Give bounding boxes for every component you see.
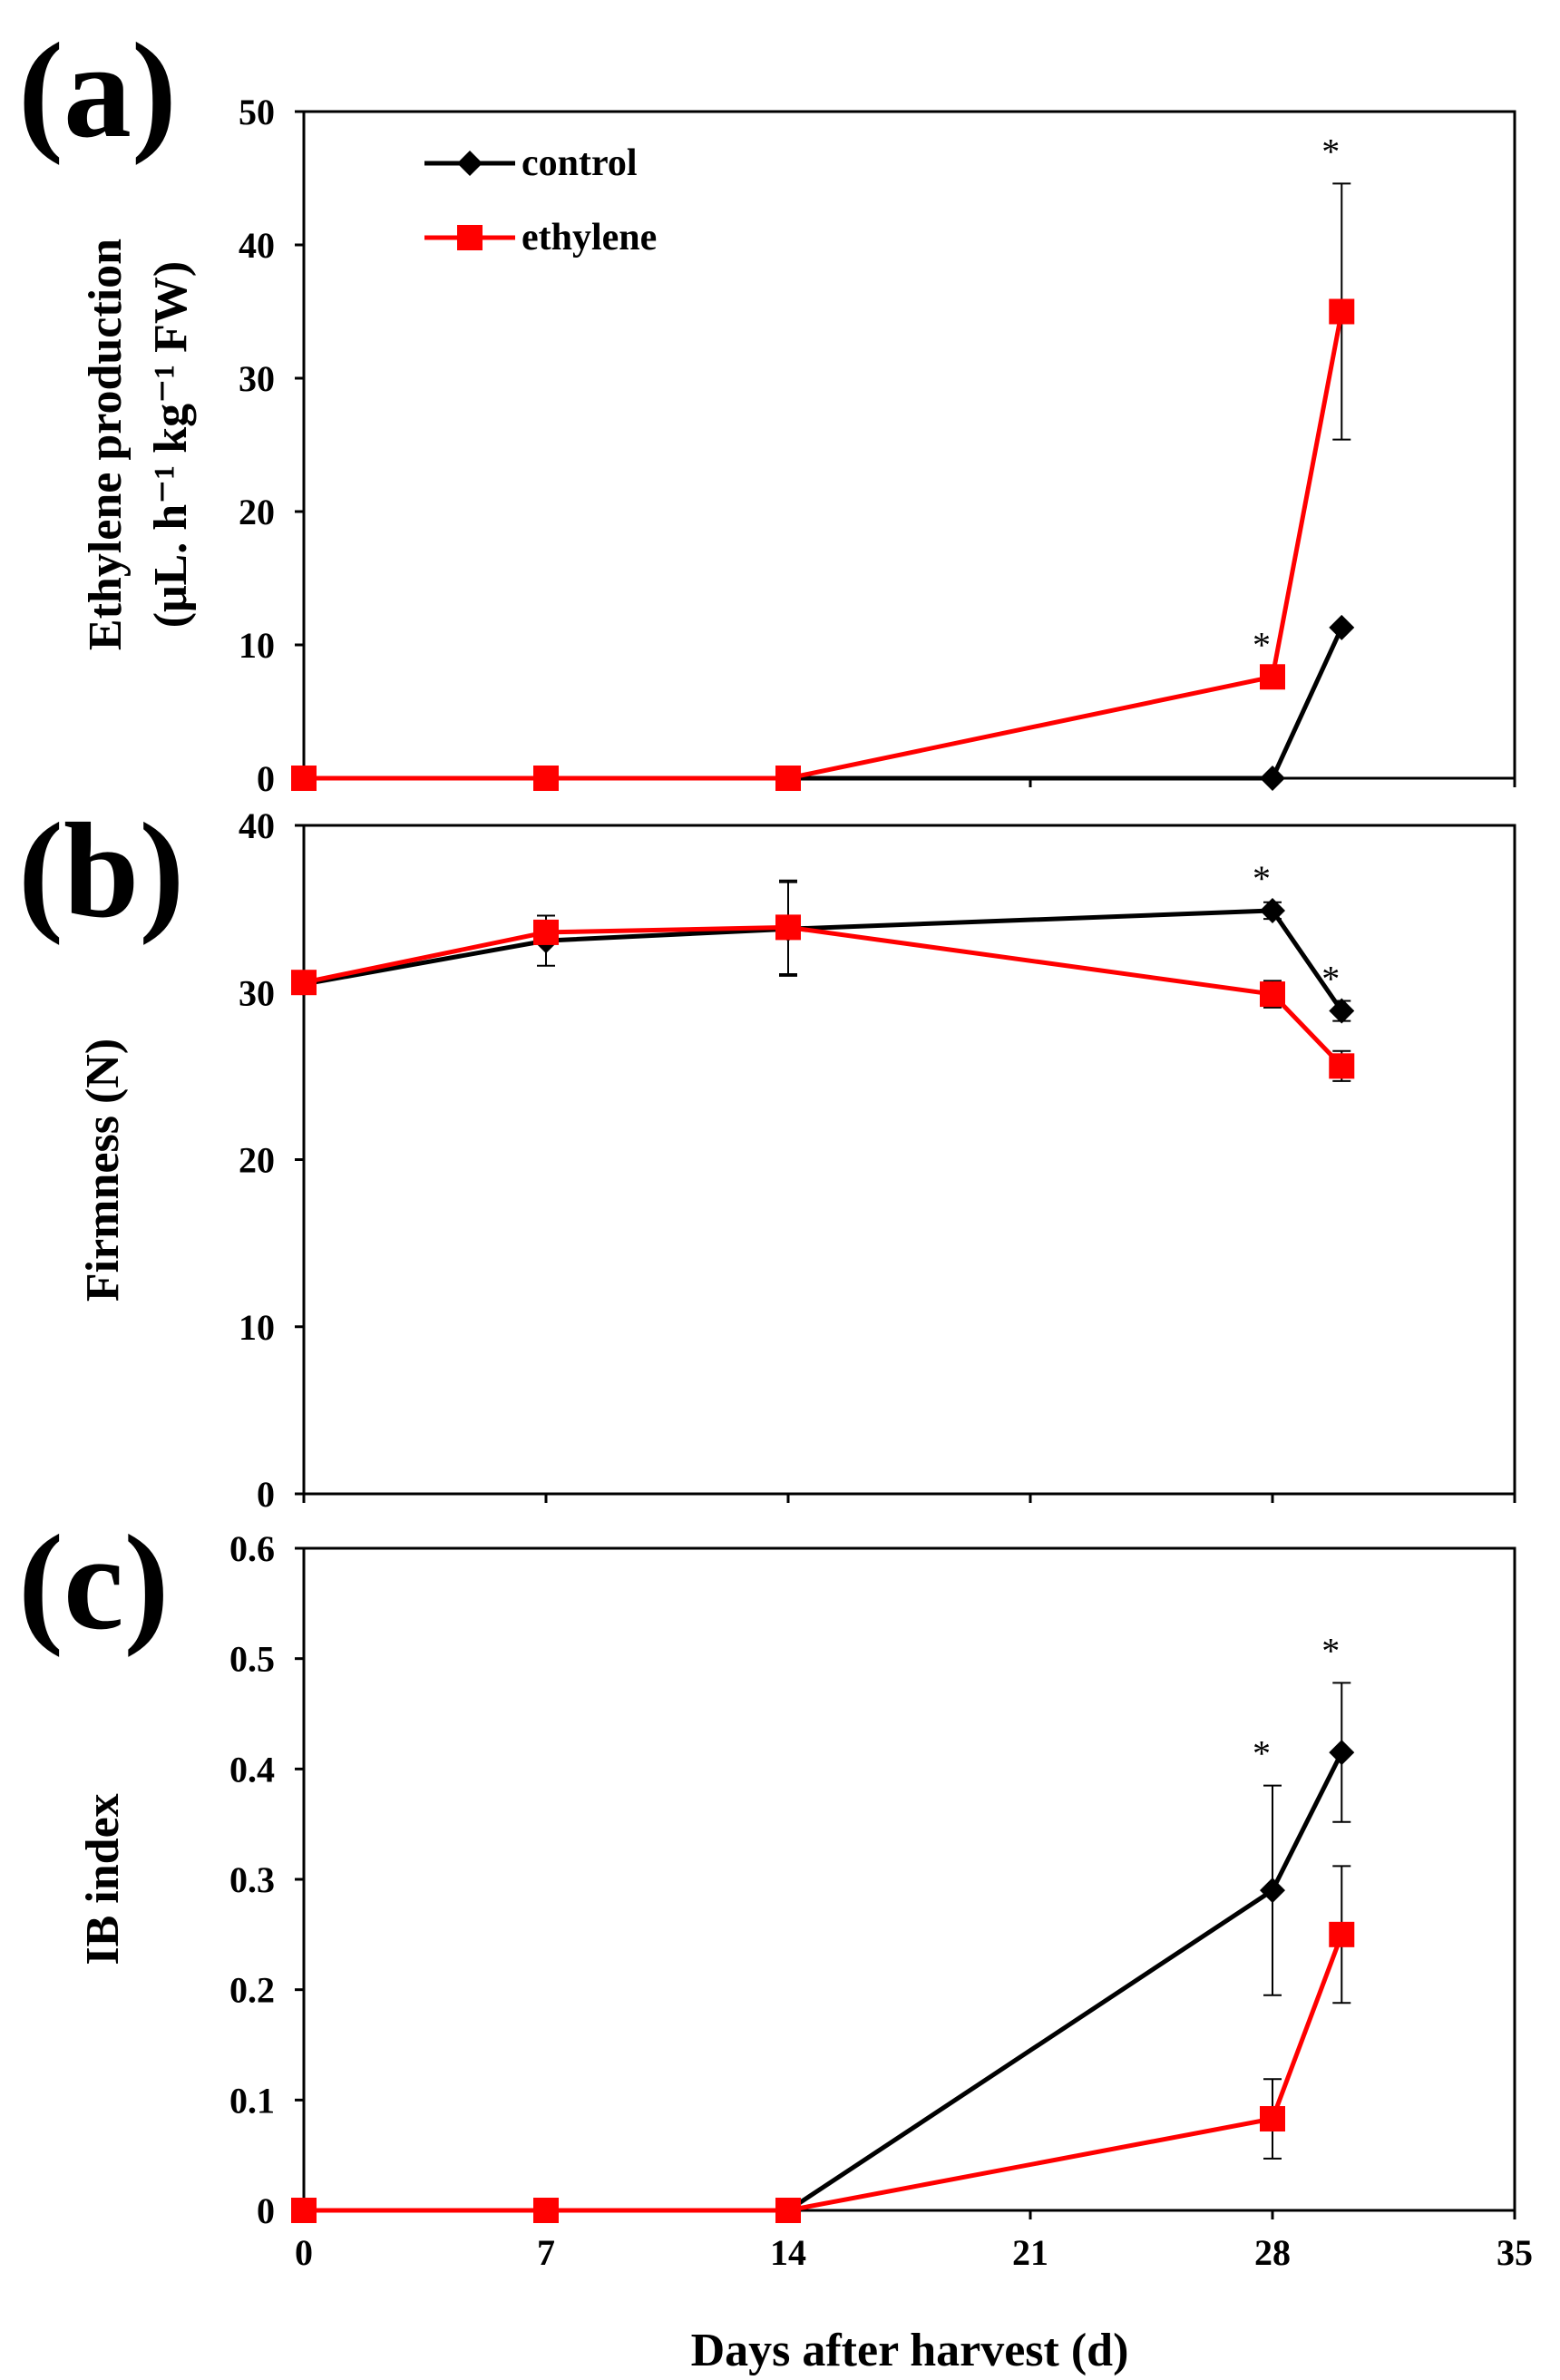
y-tick-label: 30: [239, 358, 275, 399]
x-tick-label: 28: [1254, 2232, 1291, 2273]
ethylene-point: [1329, 1921, 1355, 1947]
y-tick-label: 0.3: [229, 1859, 275, 1900]
ethylene-series-line: [303, 924, 1344, 1068]
control-point: [1329, 614, 1355, 640]
control-series-line: [304, 1751, 1344, 2213]
ethylene-series-line: [304, 311, 1344, 781]
legend: control ethylene: [424, 142, 657, 258]
ethylene-point: [533, 919, 559, 945]
ethylene-point: [1329, 1053, 1355, 1079]
ethylene-point: [775, 914, 801, 941]
ethylene-point: [533, 766, 559, 791]
panel-c-xticklabels: 0 7 14 21 28 35: [295, 2232, 1533, 2273]
x-tick-label: 0: [295, 2232, 313, 2273]
panel-c-letter: (c): [18, 1507, 169, 1658]
legend-ethylene-marker: [457, 225, 483, 250]
panel-b-yticklabels: 0 10 20 30 40: [239, 805, 275, 1515]
y-tick-label: 30: [239, 972, 275, 1013]
control-point: [1260, 1878, 1285, 1904]
y-tick-label: 50: [239, 92, 275, 132]
control-point: [1260, 897, 1285, 923]
y-tick-label: 10: [239, 625, 275, 666]
panel-b-letter: (b): [18, 795, 184, 946]
y-tick-label: 40: [239, 225, 275, 266]
x-tick-label: 14: [770, 2232, 806, 2273]
y-tick-label: 20: [239, 1140, 275, 1181]
panel-c: (c) 00.10.20.30.40.50.6 0 7 14 21 28 35 ** IB…: [18, 1507, 1533, 2376]
y-tick-label: 0: [257, 2190, 275, 2231]
y-tick-label: 0.2: [229, 1970, 275, 2011]
panel-a-frame: [302, 110, 1516, 780]
panel-a-yticks: [295, 110, 1516, 787]
y-tick-label: 0: [257, 1474, 275, 1515]
panel-b-plot: **: [291, 858, 1355, 1082]
y-tick-label: 0: [257, 758, 275, 799]
ethylene-point: [1260, 981, 1285, 1008]
control-series-line: [304, 626, 1344, 781]
legend-ethylene-label: ethylene: [522, 217, 657, 258]
legend-control-marker: [457, 151, 483, 176]
significance-star: *: [1253, 624, 1271, 665]
control-series-line: [303, 908, 1344, 1012]
ethylene-series-line: [304, 1933, 1344, 2213]
ethylene-point: [1260, 2106, 1285, 2132]
ethylene-point: [291, 2198, 317, 2223]
panel-b-ylabel: Firmness (N): [77, 1039, 129, 1302]
y-tick-label: 20: [239, 492, 275, 532]
legend-control-label: control: [522, 142, 638, 184]
y-tick-label: 40: [239, 805, 275, 846]
significance-star: *: [1321, 959, 1340, 1000]
panel-a-ylabel-line1: Ethylene production: [80, 239, 132, 650]
ethylene-point: [775, 2198, 801, 2223]
x-tick-label: 21: [1012, 2232, 1048, 2273]
y-tick-label: 0.1: [229, 2080, 275, 2121]
panel-a-ylabel-line2: (μL. h⁻¹ kg⁻¹ FW): [145, 261, 197, 628]
significance-star: *: [1321, 1630, 1340, 1671]
y-tick-label: 0.6: [229, 1528, 275, 1569]
panel-a-yticklabels: 0 10 20 30 40 50: [239, 92, 275, 799]
y-tick-label: 0.4: [229, 1749, 275, 1790]
panel-c-xlabel: Days after harvest (d): [691, 2325, 1129, 2376]
significance-star: *: [1253, 1733, 1271, 1774]
panel-b-yticks: [295, 824, 1516, 1503]
ethylene-point: [1260, 664, 1285, 690]
y-tick-label: 10: [239, 1307, 275, 1348]
panel-a-letter: (a): [18, 15, 177, 166]
panel-a-plot: **: [291, 131, 1355, 791]
panel-c-yticklabels: 0 0.1 0.2 0.3 0.4 0.5 0.6: [229, 1528, 275, 2231]
control-point: [1329, 1740, 1355, 1766]
ethylene-point: [291, 970, 317, 996]
ethylene-point: [291, 766, 317, 791]
y-tick-label: 0.5: [229, 1639, 275, 1680]
control-point: [1260, 766, 1285, 791]
panel-c-plot: **: [291, 1630, 1355, 2223]
x-tick-label: 35: [1497, 2232, 1533, 2273]
ethylene-point: [775, 766, 801, 791]
control-point: [1329, 998, 1355, 1024]
significance-star: *: [1321, 131, 1340, 171]
ethylene-point: [1329, 298, 1355, 325]
x-tick-label: 7: [537, 2232, 555, 2273]
ethylene-point: [533, 2198, 559, 2223]
panel-c-ylabel: IB index: [77, 1793, 129, 1965]
significance-star: *: [1253, 858, 1271, 899]
